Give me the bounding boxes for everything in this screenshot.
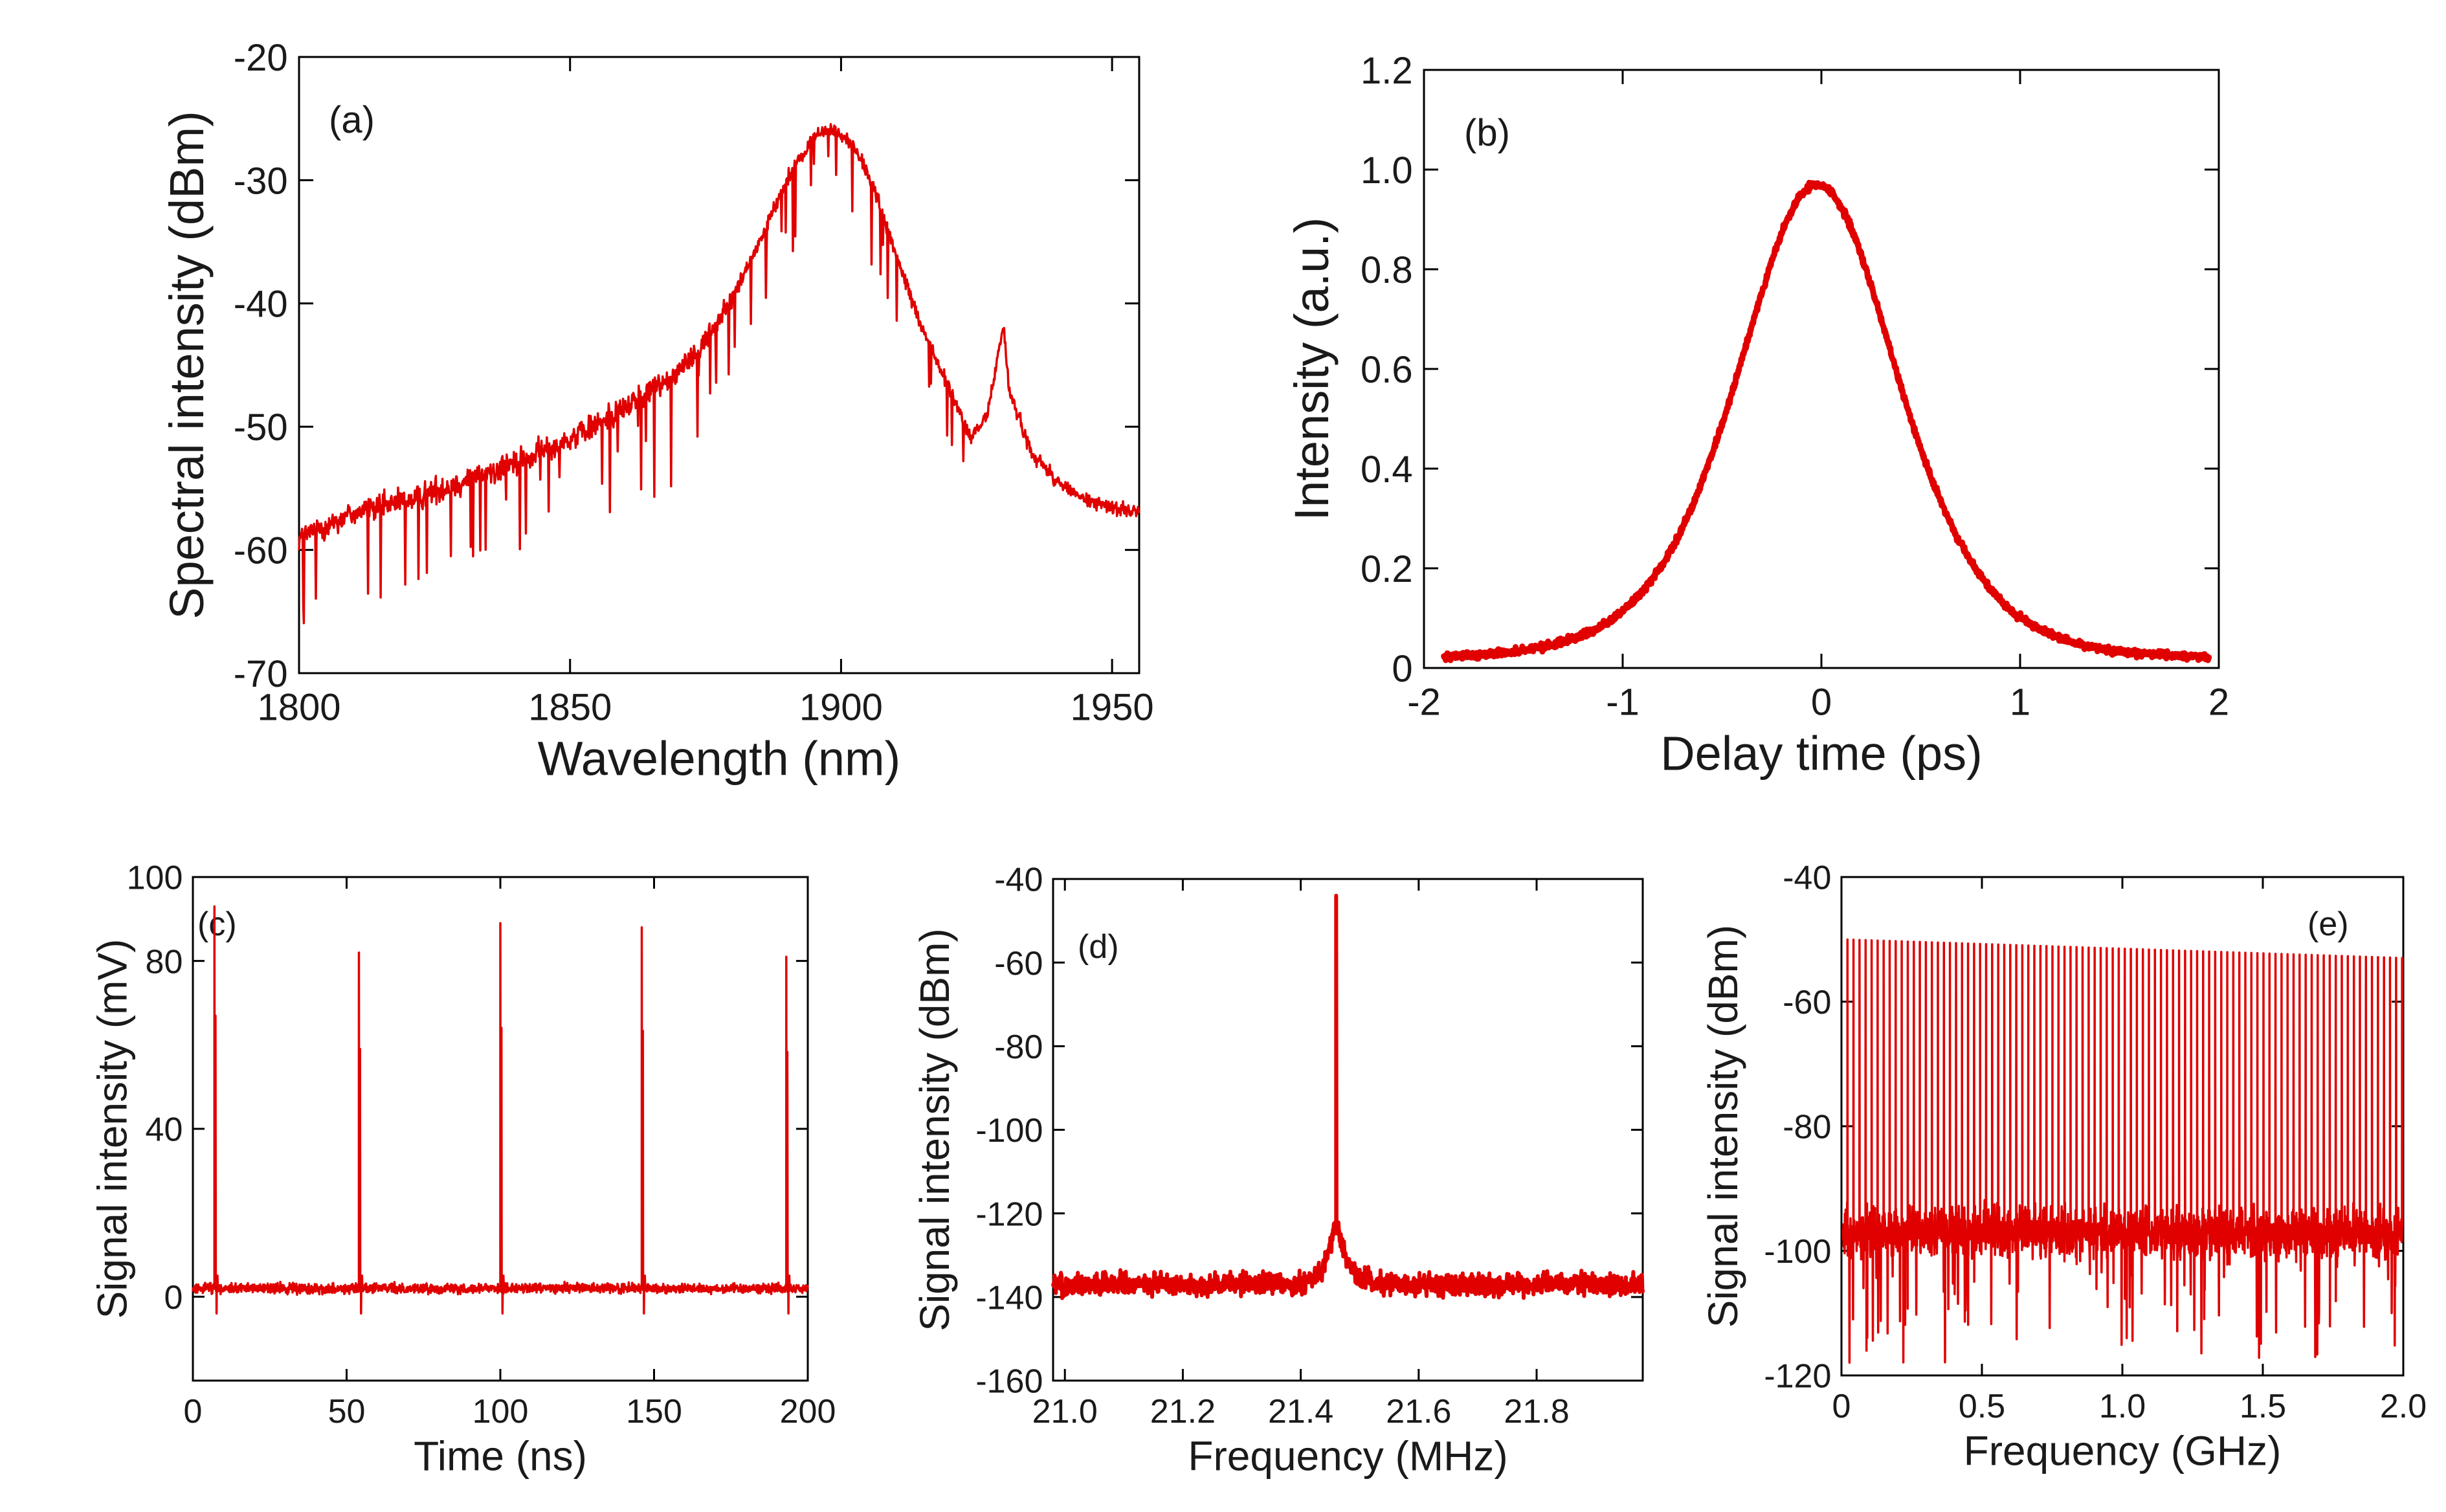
x-tick-label-e: 0 xyxy=(1832,1388,1851,1425)
panel-label-e: (e) xyxy=(2307,906,2349,943)
x-axis-label-a: Wavelength (nm) xyxy=(538,732,901,786)
x-tick-label-e: 2.0 xyxy=(2380,1388,2427,1425)
x-tick-label-b: 1 xyxy=(2010,682,2030,724)
y-tick-label-b: 0.4 xyxy=(1361,449,1413,491)
y-tick-label-d: -160 xyxy=(975,1363,1043,1401)
x-tick-label-c: 200 xyxy=(780,1393,836,1430)
y-tick-label-c: 0 xyxy=(164,1279,183,1317)
y-tick-label-e: -120 xyxy=(1764,1358,1831,1395)
x-tick-label-e: 1.0 xyxy=(2099,1388,2146,1425)
panel-label-b: (b) xyxy=(1464,112,1510,154)
x-tick-label-d: 21.0 xyxy=(1032,1393,1098,1430)
x-tick-label-a: 1800 xyxy=(257,687,340,729)
x-tick-label-d: 21.8 xyxy=(1504,1393,1569,1430)
y-tick-label-e: -80 xyxy=(1783,1109,1831,1146)
x-tick-label-a: 1900 xyxy=(799,687,883,729)
plot-frame-d xyxy=(1052,878,1644,1382)
data-trace-e xyxy=(1841,938,2404,1364)
y-tick-label-c: 40 xyxy=(146,1111,183,1149)
y-axis-label-c: Signal intensity (mV) xyxy=(89,939,135,1319)
y-tick-label-a: -50 xyxy=(234,406,288,449)
x-tick-label-c: 150 xyxy=(626,1393,682,1430)
y-tick-label-d: -140 xyxy=(975,1280,1043,1317)
y-tick-label-a: -60 xyxy=(234,529,288,572)
panel-label-c: (c) xyxy=(197,906,237,943)
panel-b: -2 -1 0 1 2 0 0.2 0.4 0.6 0.8 1.0 1.2 Delay time (ps… xyxy=(1285,50,2229,781)
x-tick-label-c: 50 xyxy=(328,1393,366,1430)
y-axis-label-e: Signal intensity (dBm) xyxy=(1700,925,1746,1328)
panel-d: 21.0 21.2 21.4 21.6 21.8 -160 -140 -120 -100 -80 -… xyxy=(911,862,1645,1480)
y-tick-label-d: -100 xyxy=(975,1112,1043,1150)
plot-frame-a xyxy=(298,56,1140,674)
panel-label-a: (a) xyxy=(329,99,375,141)
y-tick-label-a: -20 xyxy=(234,37,288,79)
x-axis-label-e: Frequency (GHz) xyxy=(1964,1428,2282,1474)
y-tick-label-b: 0.8 xyxy=(1361,249,1413,291)
data-trace-d xyxy=(1051,893,1645,1300)
y-tick-label-b: 1.0 xyxy=(1361,150,1413,192)
y-tick-label-b: 1.2 xyxy=(1361,50,1413,92)
y-tick-label-a: -40 xyxy=(234,284,288,326)
x-tick-label-c: 100 xyxy=(473,1393,529,1430)
x-tick-label-d: 21.4 xyxy=(1268,1393,1333,1430)
y-axis-label-b: Intensity (a.u.) xyxy=(1285,217,1339,521)
x-tick-label-a: 1950 xyxy=(1071,687,1154,729)
x-tick-label-c: 0 xyxy=(184,1393,203,1430)
y-tick-label-a: -70 xyxy=(234,653,288,695)
y-tick-label-e: -60 xyxy=(1783,984,1831,1021)
data-trace-c xyxy=(192,905,809,1315)
x-tick-label-e: 1.5 xyxy=(2240,1388,2286,1425)
plot-frame-b xyxy=(1423,69,2220,669)
y-tick-label-b: 0.6 xyxy=(1361,349,1413,391)
x-tick-label-d: 21.6 xyxy=(1386,1393,1451,1430)
data-trace-a xyxy=(298,123,1140,625)
x-tick-label-b: 2 xyxy=(2208,682,2229,724)
data-trace-b xyxy=(1441,179,2212,663)
panel-label-d: (d) xyxy=(1078,928,1119,966)
y-tick-label-d: -60 xyxy=(994,945,1043,983)
x-tick-label-a: 1850 xyxy=(528,687,612,729)
y-tick-label-a: -30 xyxy=(234,160,288,202)
y-tick-label-e: -40 xyxy=(1783,860,1831,897)
x-tick-label-b: 0 xyxy=(1811,682,1832,724)
panel-e: 0 0.5 1.0 1.5 2.0 -120 -100 -80 -60 -40 Frequency … xyxy=(1700,860,2427,1474)
y-axis-label-a: Spectral intensity (dBm) xyxy=(160,111,214,619)
panel-a: 1800 1850 1900 1950 -70 -60 -50 -40 -30 -20 Wavele… xyxy=(160,37,1154,786)
y-tick-label-c: 80 xyxy=(146,943,183,981)
x-axis-label-c: Time (ns) xyxy=(414,1433,587,1480)
x-tick-label-b: -2 xyxy=(1407,682,1441,724)
x-axis-label-b: Delay time (ps) xyxy=(1660,727,1983,781)
x-tick-label-b: -1 xyxy=(1606,682,1640,724)
y-tick-label-b: 0 xyxy=(1392,648,1412,690)
y-tick-label-e: -100 xyxy=(1764,1233,1831,1271)
y-tick-label-c: 100 xyxy=(127,860,183,897)
x-axis-label-d: Frequency (MHz) xyxy=(1188,1433,1507,1480)
y-tick-label-d: -120 xyxy=(975,1195,1043,1233)
y-tick-label-b: 0.2 xyxy=(1361,548,1413,590)
y-tick-label-d: -40 xyxy=(994,862,1043,899)
y-axis-label-d: Signal intensity (dBm) xyxy=(911,928,958,1331)
x-tick-label-e: 0.5 xyxy=(1959,1388,2005,1425)
x-tick-label-d: 21.2 xyxy=(1150,1393,1216,1430)
y-tick-label-d: -80 xyxy=(994,1028,1043,1066)
